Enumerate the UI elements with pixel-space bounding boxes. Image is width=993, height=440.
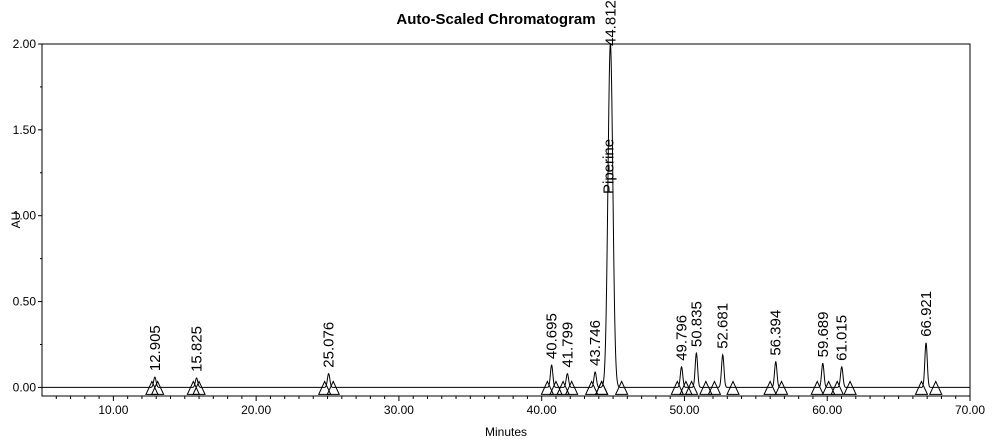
chart-title: Auto-Scaled Chromatogram (396, 11, 595, 28)
peak-label: 59.689 (815, 311, 832, 357)
peak-marker (679, 380, 693, 395)
peak-marker (684, 380, 699, 395)
peak-marker (914, 380, 929, 395)
peak-label: 50.835 (688, 301, 705, 347)
x-tick-label: 70.00 (955, 403, 985, 417)
peak-marker (540, 380, 555, 395)
x-tick-label: 20.00 (241, 403, 271, 417)
chromatogram-trace (42, 42, 970, 388)
peak-label: 52.681 (715, 303, 732, 349)
peak-name-label: Piperine (600, 139, 617, 194)
peak-marker (763, 380, 777, 395)
peak-label: 49.796 (674, 315, 691, 361)
peak-marker (821, 380, 836, 395)
plot-frame (41, 43, 971, 397)
y-tick-label: 0.00 (13, 380, 37, 394)
peak-marker (699, 380, 713, 395)
y-tick-label: 1.50 (13, 123, 37, 137)
peak-label: 44.812 (602, 0, 619, 46)
peak-marker (726, 380, 740, 395)
peak-marker (843, 380, 857, 395)
y-axis-label: AU (9, 212, 23, 229)
peak-marker (584, 380, 599, 395)
peak-marker (810, 380, 825, 395)
peak-label: 40.695 (544, 313, 561, 359)
peak-marker (549, 380, 563, 395)
chromatogram-trace-group (42, 42, 970, 388)
x-tick-label: 60.00 (812, 403, 842, 417)
peak-marker (564, 380, 579, 395)
x-axis: 10.00 20.00 30.00 40.00 50.00 60.00 70.00 (55, 396, 985, 417)
x-axis-label: Minutes (485, 425, 527, 439)
peak-marker (830, 380, 845, 395)
y-tick-label: 1.00 (13, 209, 37, 223)
x-tick-label: 40.00 (527, 403, 557, 417)
y-axis: 0.00 0.50 1.00 1.50 2.00 (13, 37, 42, 394)
peak-label: 25.076 (321, 322, 338, 368)
peak-marker (326, 380, 341, 395)
plot-border (41, 43, 971, 397)
peak-marker (594, 380, 609, 395)
y-tick-label: 0.50 (13, 295, 37, 309)
y-tick-label: 2.00 (13, 37, 37, 51)
peak-label: 56.394 (768, 310, 785, 356)
peak-label: 61.015 (834, 315, 851, 361)
peak-marker (317, 380, 332, 395)
peak-markers (145, 380, 943, 395)
peak-marker (707, 380, 722, 395)
peak-marker (928, 380, 943, 395)
peak-label: 41.799 (559, 322, 576, 368)
x-tick-label: 30.00 (384, 403, 414, 417)
x-tick-label: 50.00 (669, 403, 699, 417)
peak-label: 66.921 (918, 291, 935, 337)
peak-marker (186, 380, 201, 395)
x-tick-label: 10.00 (98, 403, 128, 417)
peak-marker (192, 380, 206, 395)
peak-marker (150, 380, 165, 395)
peak-label: 43.746 (587, 320, 604, 366)
peak-label: 15.825 (189, 326, 206, 372)
peak-marker (614, 380, 629, 395)
peak-marker (670, 380, 685, 395)
peak-label: 12.905 (147, 325, 164, 371)
peak-marker (556, 380, 570, 395)
peak-marker (774, 380, 789, 395)
